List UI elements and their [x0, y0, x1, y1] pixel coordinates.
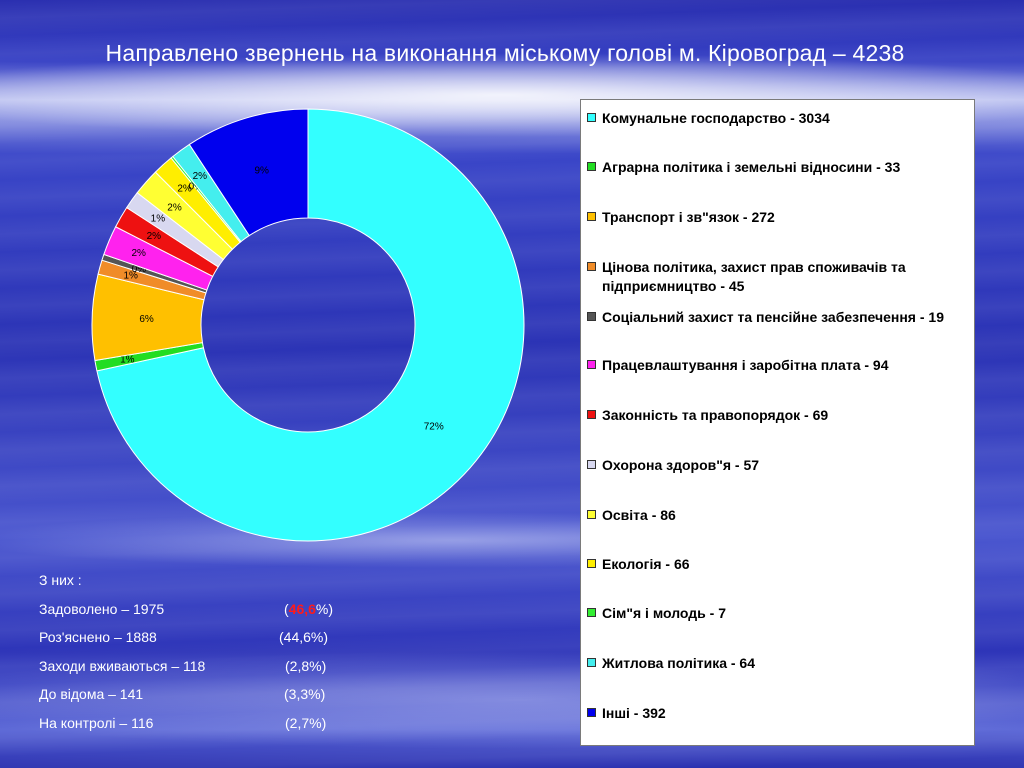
slice-percent-label: 2% [193, 171, 208, 182]
slice-percent-label: 6% [139, 314, 154, 325]
legend-swatch [587, 113, 596, 122]
summary-row-percent: (3,3%) [284, 686, 326, 702]
legend-swatch [587, 608, 596, 617]
legend-label: Охорона здоров"я - 57 [602, 457, 760, 473]
highlighted-percent: 46,6 [288, 601, 316, 617]
legend-swatch [587, 559, 596, 568]
legend-label: Цінова політика, захист прав споживачів … [602, 259, 906, 294]
donut-slice [188, 108, 309, 237]
legend-item: Сім"я і молодь - 7 [587, 604, 969, 623]
summary-row-label: До відома – 141 [39, 686, 144, 702]
summary-row-label: Задоволено – 1975 [39, 601, 165, 617]
legend-item: Аграрна політика і земельні відносини - … [587, 158, 969, 177]
donut-slice [96, 108, 525, 542]
summary-row-label: На контролі – 116 [39, 715, 154, 731]
legend-swatch [587, 658, 596, 667]
legend-item: Інші - 392 [587, 704, 969, 723]
legend-label: Житлова політика - 64 [602, 655, 756, 671]
summary-row: Задоволено – 1975 (46,6%) [39, 601, 399, 621]
legend-item: Працевлаштування і заробітна плата - 94 [587, 356, 969, 375]
summary-row-label: Роз'яснено – 1888 [39, 629, 157, 645]
slice-percent-label: 2% [147, 231, 162, 242]
slice-percent-label: 0% [189, 182, 204, 193]
legend-label: Соціальний захист та пенсійне забезпечен… [602, 309, 944, 325]
legend-label: Комунальне господарство - 3034 [602, 110, 830, 126]
legend-label: Інші - 392 [602, 705, 666, 721]
slice-percent-label: 1% [120, 355, 135, 366]
legend-label: Законність та правопорядок - 69 [602, 407, 829, 423]
legend-item: Комунальне господарство - 3034 [587, 109, 969, 128]
chart-legend: Комунальне господарство - 3034 Аграрна по… [580, 99, 975, 746]
legend-label: Екологія - 66 [602, 556, 690, 572]
summary-row: Роз'яснено – 1888 (44,6%) [39, 629, 399, 649]
summary-row-percent: (2,8%) [285, 658, 327, 674]
slice-percent-label: 0% [132, 264, 147, 275]
slice-percent-label: 1% [124, 271, 139, 282]
slice-percent-label: 72% [424, 421, 444, 432]
summary-row-percent: (46,6%) [284, 601, 334, 617]
summary-heading-text: З них : [39, 572, 82, 588]
legend-item: Охорона здоров"я - 57 [587, 456, 969, 475]
summary-row-percent: (2,7%) [285, 715, 327, 731]
legend-item: Соціальний захист та пенсійне забезпечен… [587, 308, 969, 327]
legend-swatch [587, 708, 596, 717]
summary-row: На контролі – 116 (2,7%) [39, 715, 399, 735]
summary-heading: З них : [39, 572, 399, 592]
slice-percent-label: 1% [151, 214, 166, 225]
legend-item: Екологія - 66 [587, 555, 969, 574]
legend-label: Освіта - 86 [602, 507, 676, 523]
legend-item: Транспорт і зв"язок - 272 [587, 208, 969, 227]
summary-row: Заходи вживаються – 118 (2,8%) [39, 658, 399, 678]
legend-item: Законність та правопорядок - 69 [587, 406, 969, 425]
legend-item: Цінова політика, захист прав споживачів … [587, 258, 969, 296]
legend-swatch [587, 312, 596, 321]
legend-item: Житлова політика - 64 [587, 654, 969, 673]
summary-row-percent: (44,6%) [279, 629, 329, 645]
legend-label: Сім"я і молодь - 7 [602, 605, 727, 621]
legend-label: Аграрна політика і земельні відносини - … [602, 159, 901, 175]
summary-row-label: Заходи вживаються – 118 [39, 658, 206, 674]
summary-row: До відома – 141 (3,3%) [39, 686, 399, 706]
legend-item: Освіта - 86 [587, 506, 969, 525]
slice-percent-label: 2% [177, 184, 192, 195]
chart-title: Направлено звернень на виконання міськом… [105, 40, 905, 66]
legend-swatch [587, 360, 596, 369]
legend-label: Транспорт і зв"язок - 272 [602, 209, 775, 225]
legend-swatch [587, 262, 596, 271]
legend-swatch [587, 460, 596, 469]
slice-percent-label: 2% [167, 202, 182, 213]
slice-percent-label: 9% [255, 165, 270, 176]
legend-swatch [587, 510, 596, 519]
legend-swatch [587, 162, 596, 171]
slice-percent-label: 2% [131, 248, 146, 259]
legend-label: Працевлаштування і заробітна плата - 94 [602, 357, 889, 373]
legend-swatch [587, 212, 596, 221]
legend-swatch [587, 410, 596, 419]
